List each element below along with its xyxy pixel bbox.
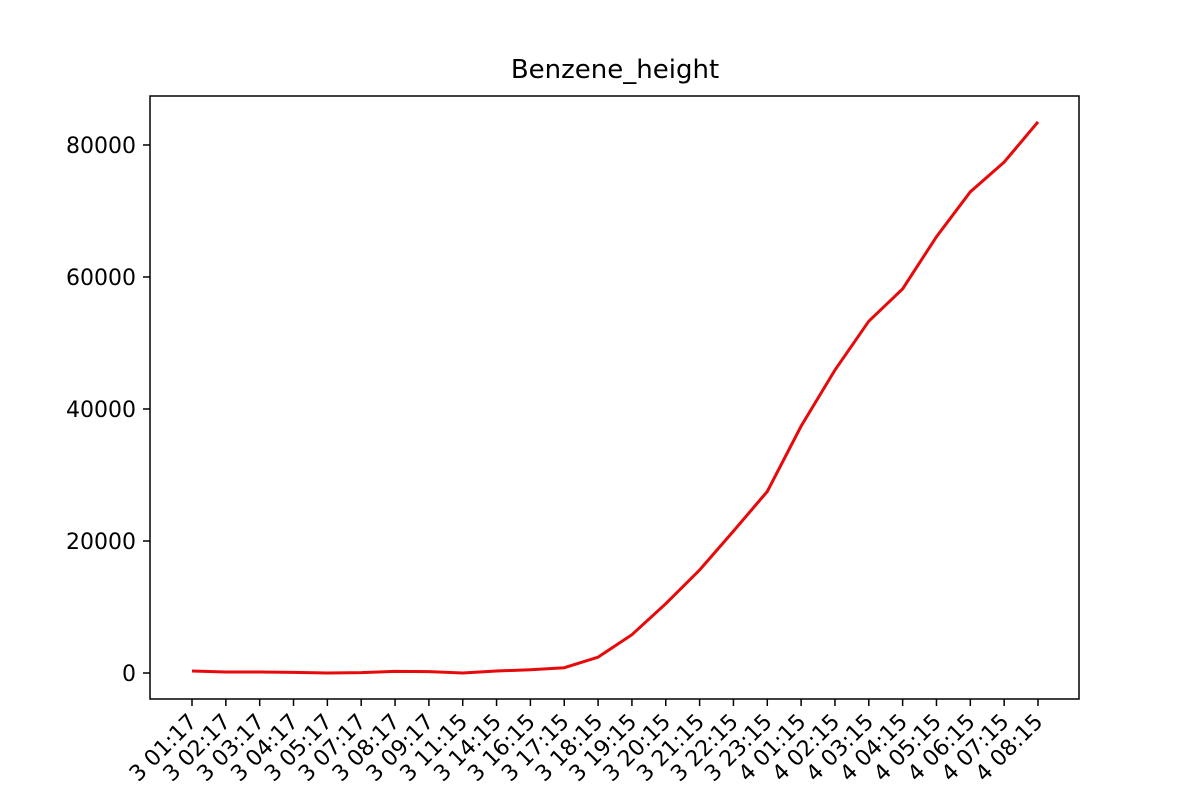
y-tick-label: 40000	[66, 398, 136, 423]
chart-title: Benzene_height	[511, 55, 719, 85]
y-tick-label: 80000	[66, 134, 136, 159]
data-line	[191, 120, 1040, 675]
y-tick-label: 60000	[66, 266, 136, 291]
y-tick-label: 0	[122, 662, 136, 687]
plot-frame	[149, 95, 1080, 700]
y-tick-label: 20000	[66, 530, 136, 555]
